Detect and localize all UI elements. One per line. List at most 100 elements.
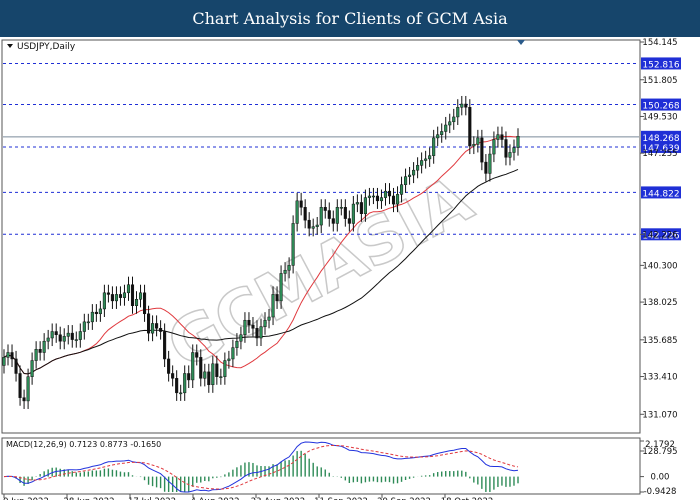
current-price-label-bg [641,130,681,143]
candle-body [351,203,355,224]
candle-body [331,218,335,224]
candle-body [500,134,504,140]
candle-body [175,378,179,394]
price-tick-label: 138.025 [642,298,677,308]
candle-body [476,137,480,145]
collapse-triangle-icon[interactable] [7,44,13,48]
price-tick-label: 154.145 [642,38,677,48]
candle-body [508,152,512,158]
candle-body [98,308,102,315]
price-tick-label: 135.685 [642,336,677,346]
candle-body [383,190,388,198]
candle-body [379,197,384,202]
ma-fast-line [3,135,518,375]
candle-body [468,107,472,147]
level-label: 142.226 [642,231,679,241]
candle-body [452,116,456,123]
candle-body [239,334,243,342]
candle-body [102,292,106,310]
chart-shift-marker-icon[interactable] [517,40,525,45]
candle-body [167,358,171,374]
candle-body [22,397,26,402]
candle-body [504,139,508,158]
candle-body [275,294,279,302]
candle-body [142,292,147,315]
macd-tick-label: -0.9428 [644,487,677,497]
candle-body [395,194,400,205]
candle-body [343,207,347,219]
candle-body [58,334,62,342]
candle-body [138,292,143,300]
candle-body [267,316,271,321]
candle-body [86,321,90,324]
candle-body [14,358,18,374]
chart-svg: GCMASIA 152.816150.268147.639144.822142.… [1,38,681,504]
candle-body [26,376,30,402]
price-tick-label: 140.300 [642,261,677,271]
candle-body [130,284,135,306]
candle-body [126,284,131,294]
candle-body [46,337,50,342]
candle-body [187,373,191,381]
candle-body [339,207,343,209]
candle-body [279,273,283,302]
level-label-bg [641,98,681,111]
header-title: Chart Analysis for Clients of GCM Asia [192,9,508,28]
candle-body [347,218,351,224]
candle-body [440,131,444,135]
candle-body [460,103,464,108]
candle-body [391,195,396,205]
candle-body [428,155,432,160]
candle-body [319,207,323,226]
candle-body [488,153,492,174]
candle-body [363,197,367,214]
macd-line [3,441,519,493]
candle-body [251,324,255,329]
price-tick-label: 151.805 [642,76,677,86]
price-tick-label: 131.070 [642,410,677,420]
macd-label: MACD(12,26,9) 0.7123 0.8773 -0.1650 [6,440,161,449]
candle-body [78,331,82,340]
candle-body [303,207,307,221]
candle-body [480,137,484,163]
candle-body [207,371,211,386]
candle-body [516,136,520,148]
candle-body [183,373,187,394]
symbol-label: USDJPY,Daily [17,42,76,52]
candle-body [472,144,476,147]
candle-body [231,347,235,360]
candle-body [50,331,54,339]
candle-body [227,358,231,361]
candle-body [191,352,195,381]
chart-header: Chart Analysis for Clients of GCM Asia [0,0,700,37]
candle-body [219,376,223,378]
candle-body [203,371,207,379]
candle-body [399,184,404,195]
candle-body [408,174,412,177]
candle-body [199,357,203,379]
level-label-bg [641,57,681,70]
candle-body [2,357,6,366]
candle-body [371,195,375,198]
candle-body [106,292,110,295]
candle-body [90,311,94,323]
candle-body [448,121,452,126]
candle-body [335,207,339,224]
candle-body [359,202,363,214]
price-panel [1,39,641,434]
candle-body [311,226,315,229]
candle-body [404,176,408,185]
candle-body [259,326,263,339]
candle-body [54,331,58,336]
candle-body [66,332,70,337]
candle-body [211,363,215,386]
current-price-label: 148.268 [642,134,679,144]
price-tick-label: 133.410 [642,373,677,383]
candle-body [110,294,114,302]
candle-body [42,340,46,353]
candle-body [151,323,155,334]
price-axis: 154.145 151.805 149.530 147.255 142.226 140.3… [640,38,681,457]
candle-body [70,332,74,340]
candle-body [179,392,183,395]
candle-body [307,219,311,229]
